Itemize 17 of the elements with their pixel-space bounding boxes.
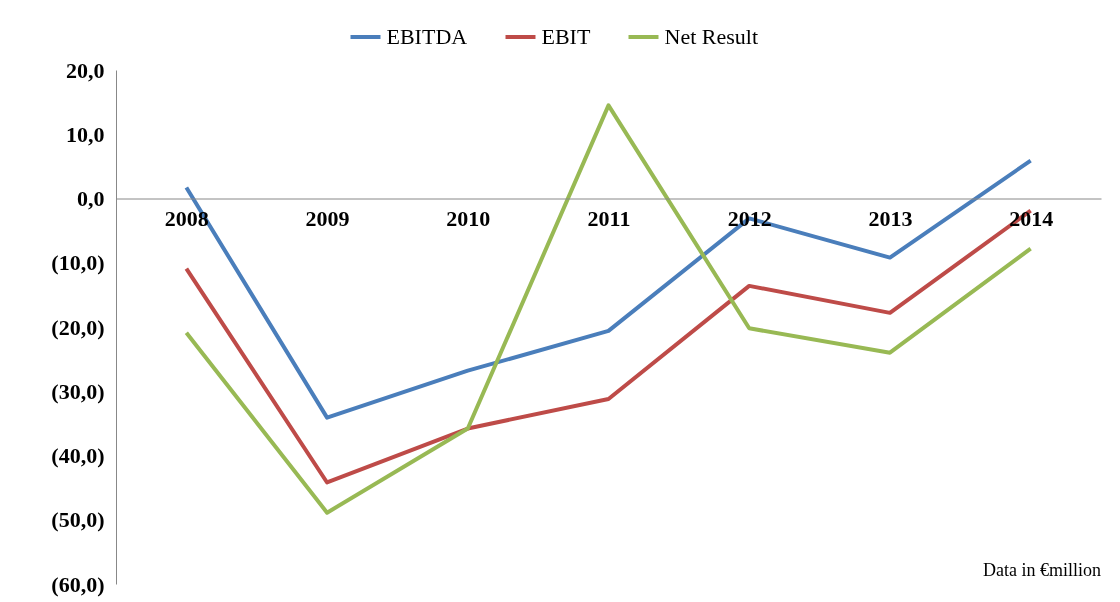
legend-label: EBITDA [386, 24, 468, 49]
x-tick-label: 2009 [305, 206, 350, 231]
y-tick-label: (40,0) [51, 443, 105, 468]
legend-label: Net Result [664, 24, 758, 49]
x-tick-label: 2010 [446, 206, 491, 231]
x-tick-label: 2013 [868, 206, 913, 231]
y-tick-label: 10,0 [66, 121, 105, 147]
x-tick-label: 2011 [587, 206, 631, 231]
y-tick-label: (10,0) [51, 250, 105, 276]
y-tick-label: (20,0) [51, 314, 105, 340]
y-tick-label: (30,0) [51, 378, 105, 404]
y-tick-label: (50,0) [51, 507, 105, 533]
legend-label: EBIT [541, 24, 591, 49]
y-tick-label: (60,0) [51, 571, 105, 597]
y-tick-label: 20,0 [66, 57, 105, 83]
y-tick-label: 0,0 [77, 186, 105, 211]
annotation: Data in €million [983, 560, 1101, 580]
